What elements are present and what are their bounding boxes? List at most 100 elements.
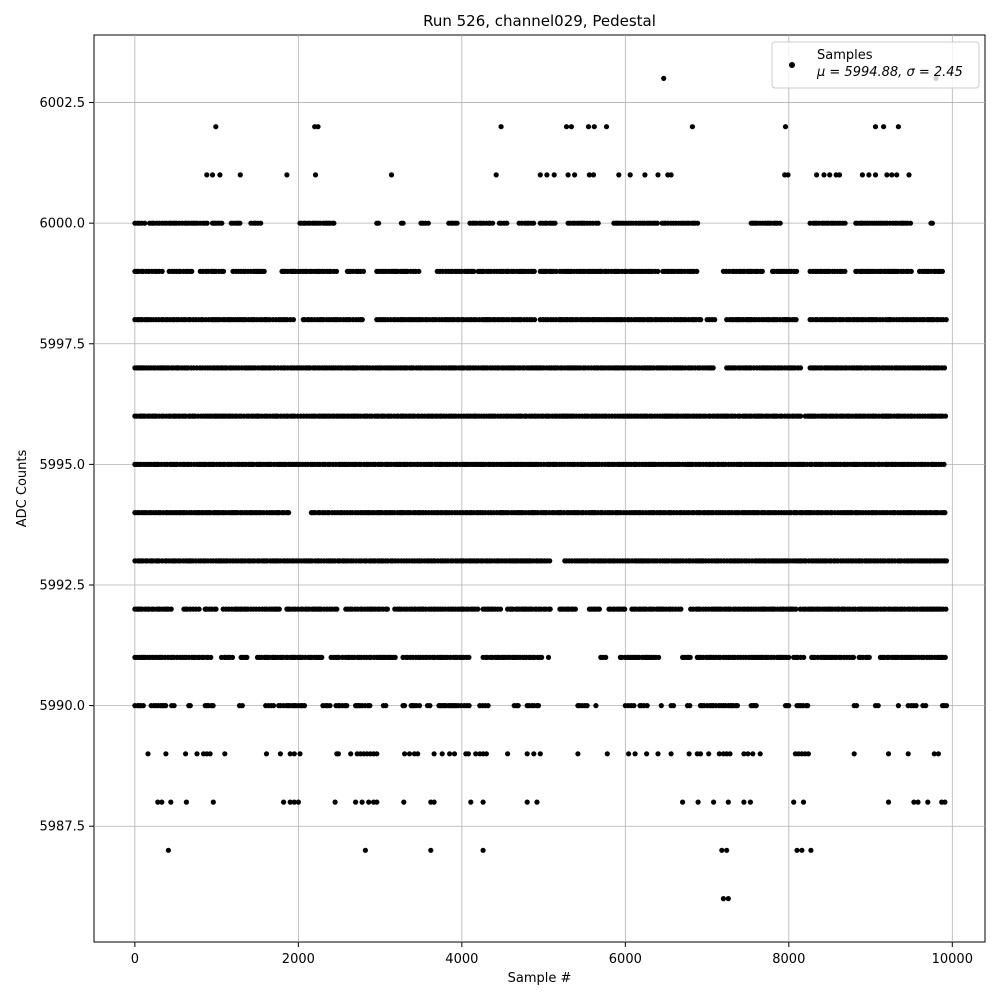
plot-area (93, 34, 986, 943)
data-point (655, 751, 661, 757)
data-point (915, 799, 921, 805)
data-point (872, 172, 879, 178)
data-point (208, 654, 214, 661)
data-point (485, 703, 491, 709)
data-point (603, 654, 609, 661)
data-point (568, 124, 575, 130)
data-point (367, 703, 373, 709)
data-point (935, 751, 942, 757)
data-point (544, 172, 550, 178)
data-point (911, 799, 917, 805)
data-points (132, 75, 950, 902)
data-point (515, 703, 521, 709)
data-point (290, 317, 296, 323)
data-point (627, 172, 633, 178)
data-point (183, 751, 189, 757)
data-point (493, 172, 499, 178)
data-point (686, 751, 692, 757)
data-point (222, 751, 228, 757)
data-point (678, 606, 684, 612)
data-point (931, 751, 937, 757)
data-point (333, 268, 340, 274)
data-point (219, 220, 225, 226)
data-point (401, 799, 407, 805)
data-point (439, 751, 445, 757)
data-point (942, 799, 948, 805)
x-tick-label: 2000 (282, 952, 315, 967)
data-point (204, 220, 210, 226)
data-point (531, 220, 537, 226)
data-point (872, 124, 879, 130)
data-point (584, 703, 590, 709)
x-tick-label: 6000 (609, 952, 642, 967)
data-point (237, 220, 243, 226)
data-point (724, 847, 730, 853)
grid-lines (94, 35, 985, 942)
data-point (710, 365, 716, 371)
data-point (480, 799, 486, 805)
legend: Samples μ = 5994.88, σ = 2.45 (771, 41, 980, 89)
data-point (159, 799, 165, 805)
data-point (388, 172, 395, 178)
x-axis-label: Sample # (508, 971, 572, 986)
data-point (941, 365, 948, 371)
data-point (142, 220, 148, 226)
data-point (490, 220, 496, 226)
data-point (165, 847, 171, 853)
data-point (537, 172, 543, 178)
data-point (276, 606, 282, 612)
data-point (925, 799, 931, 805)
data-point (680, 799, 686, 805)
data-point (524, 799, 530, 805)
data-point (392, 654, 398, 661)
data-point (712, 317, 718, 323)
data-point (794, 268, 800, 274)
data-point (327, 703, 333, 709)
data-point (287, 799, 293, 805)
data-point (923, 703, 929, 709)
data-point (942, 509, 948, 516)
data-point (263, 751, 270, 757)
data-point (360, 268, 367, 274)
data-point (537, 751, 543, 757)
data-point (794, 847, 800, 853)
data-point (168, 606, 174, 612)
data-point (553, 268, 559, 274)
y-tick-label: 5995.0 (40, 458, 86, 473)
data-point (332, 799, 338, 805)
data-point (593, 703, 599, 709)
data-point (875, 703, 881, 709)
legend-stats-label: μ = 5994.88, σ = 2.45 (816, 65, 963, 80)
data-point (596, 606, 603, 612)
data-point (750, 751, 756, 757)
data-point (524, 751, 530, 757)
data-point (805, 751, 812, 757)
chart-title: Run 526, channel029, Pedestal (423, 12, 656, 30)
data-point (155, 799, 161, 805)
legend-series-label: Samples (817, 48, 873, 63)
data-point (406, 751, 413, 757)
data-point (906, 172, 912, 178)
data-point (716, 751, 722, 757)
data-point (402, 751, 408, 757)
x-axis: 0 2000 4000 6000 8000 10000 (131, 942, 973, 967)
data-point (943, 703, 950, 709)
data-point (353, 799, 359, 805)
data-point (698, 317, 704, 323)
data-point (908, 268, 914, 274)
data-point (658, 703, 664, 709)
y-tick-label: 5997.5 (40, 337, 86, 352)
data-point (291, 799, 297, 805)
y-axis-label: ADC Counts (15, 450, 30, 528)
data-point (595, 220, 601, 226)
data-point (210, 799, 216, 805)
y-axis: 5987.5 5990.0 5992.5 5995.0 5997.5 6000.0 6002… (40, 96, 94, 835)
data-point (425, 220, 431, 226)
data-point (209, 172, 216, 178)
data-point (348, 751, 354, 757)
data-point (719, 847, 725, 853)
data-point (939, 268, 946, 274)
data-point (644, 703, 650, 709)
x-tick-label: 8000 (772, 952, 805, 967)
data-point (183, 799, 189, 805)
